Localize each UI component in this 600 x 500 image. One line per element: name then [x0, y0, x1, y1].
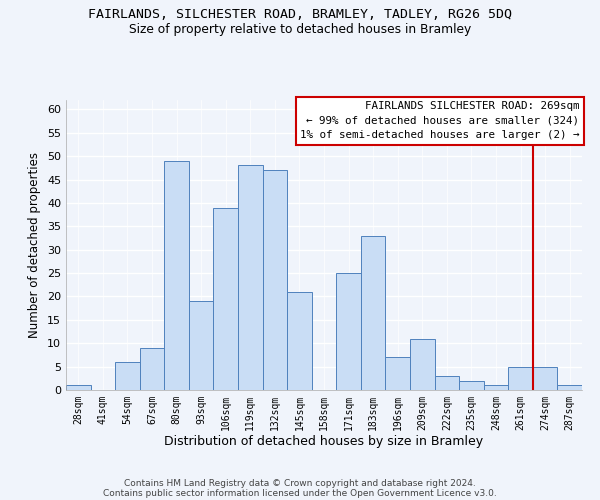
Bar: [287, 292, 312, 390]
Bar: [484, 386, 508, 390]
Text: Distribution of detached houses by size in Bramley: Distribution of detached houses by size …: [164, 435, 484, 448]
Bar: [115, 362, 140, 390]
Text: Contains HM Land Registry data © Crown copyright and database right 2024.: Contains HM Land Registry data © Crown c…: [124, 478, 476, 488]
Text: Size of property relative to detached houses in Bramley: Size of property relative to detached ho…: [129, 22, 471, 36]
Bar: [434, 376, 459, 390]
Bar: [66, 386, 91, 390]
Bar: [263, 170, 287, 390]
Bar: [238, 166, 263, 390]
Bar: [140, 348, 164, 390]
Bar: [361, 236, 385, 390]
Bar: [336, 273, 361, 390]
Text: Contains public sector information licensed under the Open Government Licence v3: Contains public sector information licen…: [103, 488, 497, 498]
Bar: [557, 386, 582, 390]
Text: FAIRLANDS SILCHESTER ROAD: 269sqm
← 99% of detached houses are smaller (324)
1% : FAIRLANDS SILCHESTER ROAD: 269sqm ← 99% …: [300, 102, 580, 140]
Bar: [533, 366, 557, 390]
Bar: [410, 338, 434, 390]
Bar: [385, 358, 410, 390]
Text: FAIRLANDS, SILCHESTER ROAD, BRAMLEY, TADLEY, RG26 5DQ: FAIRLANDS, SILCHESTER ROAD, BRAMLEY, TAD…: [88, 8, 512, 20]
Bar: [214, 208, 238, 390]
Bar: [508, 366, 533, 390]
Y-axis label: Number of detached properties: Number of detached properties: [28, 152, 41, 338]
Bar: [459, 380, 484, 390]
Bar: [189, 301, 214, 390]
Bar: [164, 161, 189, 390]
